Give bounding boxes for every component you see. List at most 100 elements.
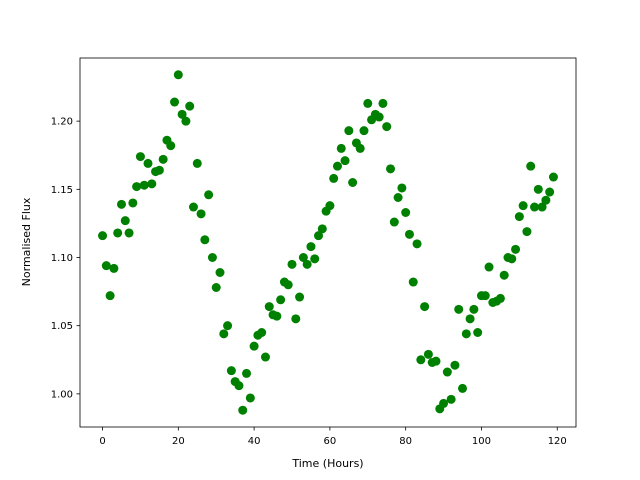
- point: [234, 381, 244, 391]
- point: [325, 201, 335, 211]
- x-tick-label: 40: [248, 436, 261, 447]
- x-tick-label: 120: [548, 436, 567, 447]
- point: [533, 184, 543, 194]
- point: [442, 367, 452, 377]
- point: [420, 302, 430, 312]
- point: [530, 202, 540, 212]
- point: [344, 126, 354, 136]
- point: [260, 352, 270, 362]
- point: [295, 292, 305, 302]
- point: [116, 199, 126, 209]
- point: [124, 228, 134, 238]
- point: [431, 356, 441, 366]
- point: [355, 143, 365, 153]
- point: [128, 198, 138, 208]
- point: [389, 217, 399, 227]
- point: [336, 143, 346, 153]
- point: [378, 98, 388, 108]
- point: [541, 195, 551, 205]
- point: [518, 201, 528, 211]
- point: [537, 202, 547, 212]
- point: [408, 277, 418, 287]
- point: [264, 302, 274, 312]
- point: [272, 311, 282, 321]
- point: [200, 235, 210, 245]
- point: [439, 398, 449, 408]
- x-tick-label: 0: [99, 436, 105, 447]
- point: [185, 101, 195, 111]
- point: [147, 179, 157, 189]
- y-tick-label: 1.05: [51, 321, 73, 332]
- point: [120, 216, 130, 226]
- point: [276, 295, 286, 305]
- y-axis-label: Normalised Flux: [20, 197, 33, 286]
- point: [135, 152, 145, 162]
- point: [458, 383, 468, 393]
- plot-frame: [79, 57, 577, 428]
- point: [461, 329, 471, 339]
- point: [473, 328, 483, 337]
- point: [287, 259, 297, 269]
- point: [522, 227, 532, 237]
- point: [386, 164, 396, 174]
- point: [113, 228, 123, 238]
- point: [450, 360, 460, 370]
- point: [423, 349, 433, 359]
- point: [207, 253, 217, 262]
- point: [404, 229, 414, 239]
- point: [314, 231, 324, 241]
- point: [507, 254, 517, 264]
- point: [465, 314, 475, 324]
- point: [480, 291, 490, 301]
- point: [416, 355, 426, 365]
- point: [215, 268, 225, 277]
- point: [495, 293, 505, 303]
- point: [158, 154, 168, 164]
- point: [257, 328, 267, 337]
- y-tick-label: 1.15: [51, 185, 73, 196]
- point: [412, 239, 422, 249]
- point: [242, 368, 252, 378]
- point: [204, 190, 214, 200]
- point: [363, 98, 373, 108]
- point: [548, 172, 558, 182]
- x-tick-label: 100: [472, 436, 491, 447]
- point: [105, 291, 115, 301]
- point: [211, 283, 221, 292]
- point: [245, 393, 255, 403]
- point: [545, 187, 555, 197]
- point: [329, 173, 339, 183]
- point: [139, 180, 149, 190]
- point: [181, 116, 191, 126]
- point: [374, 112, 384, 122]
- point: [188, 202, 198, 212]
- point: [446, 394, 456, 404]
- point: [302, 259, 312, 269]
- point: [283, 280, 293, 290]
- point: [484, 262, 494, 272]
- point: [109, 263, 119, 273]
- point: [226, 366, 236, 376]
- point: [397, 183, 407, 193]
- point: [143, 158, 153, 168]
- point: [132, 182, 142, 192]
- point: [192, 158, 202, 168]
- point: [223, 321, 233, 331]
- point: [196, 209, 206, 219]
- point: [166, 141, 176, 151]
- point: [291, 314, 301, 324]
- point: [238, 405, 248, 415]
- x-tick-label: 20: [172, 436, 185, 447]
- point: [348, 178, 358, 187]
- point: [101, 261, 111, 271]
- point: [332, 161, 342, 171]
- point: [514, 212, 524, 222]
- point: [359, 126, 369, 136]
- point: [511, 244, 521, 254]
- point: [526, 161, 536, 171]
- point: [454, 304, 464, 314]
- y-tick-label: 1.00: [51, 389, 73, 400]
- y-tick-label: 1.20: [51, 117, 73, 128]
